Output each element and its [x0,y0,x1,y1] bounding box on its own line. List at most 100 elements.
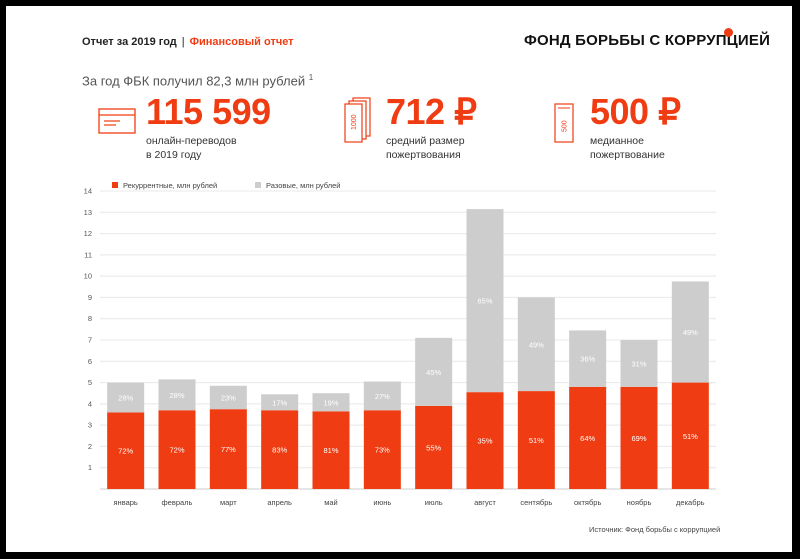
kpi-median-line2: пожертвование [590,149,665,161]
bar-recurring [466,392,504,489]
kpi-average-value: 712 ₽ [386,91,477,132]
y-tick-label: 11 [84,250,92,259]
chart-bars: 72% 28% 72% 28% 77% 23% 83% 17% 81% 19% 73% 27% 55% 4… [107,209,709,489]
report-year-label: Отчет за 2019 год [82,36,177,48]
bar-onetime [466,209,504,393]
bar-onetime [107,382,145,413]
brand-dot-icon [724,28,733,37]
y-tick-label: 13 [84,208,92,217]
legend-swatch [112,182,118,188]
bar-onetime [363,381,401,411]
header-separator: | [181,36,185,48]
y-tick-label: 4 [88,399,92,408]
bar-recurring-label: 73% [375,446,390,455]
bar-recurring-label: 69% [631,434,646,443]
chart-legend: Рекуррентные, млн рублей Разовые, млн руб… [112,181,340,190]
bar-onetime-label: 19% [323,398,338,407]
bar-onetime-label: 23% [221,393,236,402]
bar-onetime-label: 27% [375,392,390,401]
kpi-transfers-value: 115 599 [146,91,271,132]
bar-onetime-label: 17% [272,398,287,407]
bar-recurring [209,409,247,489]
bar-onetime-label: 45% [426,368,441,377]
bar-onetime-label: 28% [118,393,133,402]
bar-recurring [312,411,350,489]
x-tick-label: июнь [373,498,391,507]
y-tick-label: 6 [88,357,92,366]
bar-recurring [107,412,145,489]
bar-recurring [620,386,658,489]
kpi-transfers: 115 599 онлайн-переводов в 2019 году [146,94,271,162]
report-header: Отчет за 2019 год | Финансовый отчет [82,36,294,48]
y-tick-label: 14 [84,187,92,196]
x-tick-label: декабрь [676,498,705,507]
bar-onetime [261,394,299,411]
x-tick-label: январь [113,498,137,507]
y-tick-label: 9 [88,293,92,302]
bar-recurring-label: 35% [477,437,492,446]
footnote-marker: 1 [308,73,314,82]
bar-recurring [363,410,401,489]
bar-onetime-label: 49% [529,340,544,349]
x-tick-label: май [324,498,338,507]
bar-onetime [620,340,658,387]
bar-recurring-label: 51% [529,436,544,445]
bar-onetime-label: 28% [169,391,184,400]
payment-card-icon [98,108,136,134]
bar-recurring-label: 64% [580,434,595,443]
bar-recurring [517,391,555,489]
x-tick-label: март [220,498,237,507]
banknote-1000-text: 1000 [351,114,358,130]
x-tick-label: август [474,498,496,507]
x-tick-label: февраль [162,498,193,507]
x-axis: январь февраль март апрель май июнь июль август… [113,498,704,507]
kpi-average-line1: средний размер [386,135,465,147]
bar-recurring-label: 55% [426,443,441,452]
source-note: Источник: Фонд борьбы с коррупцией [589,525,721,534]
kpi-median: 500 ₽ медианное пожертвование [590,94,700,162]
bar-onetime [569,330,607,387]
x-tick-label: апрель [267,498,292,507]
bar-recurring [261,410,299,489]
bar-onetime [517,297,555,392]
y-tick-label: 2 [88,442,92,451]
banknotes-1000-icon: 1000 [344,97,371,143]
bar-onetime-label: 31% [631,359,646,368]
kpi-median-line1: медианное [590,135,644,147]
legend-label: Разовые, млн рублей [266,181,340,190]
banknote-500-icon: 500 [554,103,574,143]
y-tick-label: 10 [84,272,92,281]
bar-onetime [312,393,350,412]
bar-recurring [671,382,709,489]
bar-recurring [569,386,607,489]
bar-recurring-label: 72% [118,447,133,456]
y-tick-label: 5 [88,378,92,387]
x-tick-label: ноябрь [627,498,652,507]
bar-onetime-label: 65% [477,297,492,306]
bar-onetime [671,281,709,383]
bar-onetime [209,385,247,410]
y-tick-label: 8 [88,314,92,323]
banknote-500-text: 500 [562,120,569,132]
kpi-average: 712 ₽ средний размер пожертвования [386,94,496,162]
kpi-transfers-line2: в 2019 году [146,149,202,161]
bar-onetime [415,337,453,406]
bar-recurring-label: 72% [169,446,184,455]
bar-recurring-label: 83% [272,446,287,455]
x-tick-label: июль [425,498,443,507]
kpi-average-line2: пожертвования [386,149,461,161]
intro-text: За год ФБК получил 82,3 млн рублей 1 [82,73,313,88]
bar-onetime [158,379,196,411]
x-tick-label: сентябрь [520,498,552,507]
bar-recurring-label: 77% [221,445,236,454]
chart-grid [100,190,716,490]
legend-swatch [255,182,261,188]
bar-onetime-label: 36% [580,355,595,364]
brand-logo: ФОНД БОРЬБЫ С КОРРУПЦИЕЙ [524,32,771,49]
bar-recurring [158,410,196,489]
kpi-transfers-line1: онлайн-переводов [146,135,237,147]
bar-recurring [415,405,453,489]
y-tick-label: 7 [88,336,92,345]
